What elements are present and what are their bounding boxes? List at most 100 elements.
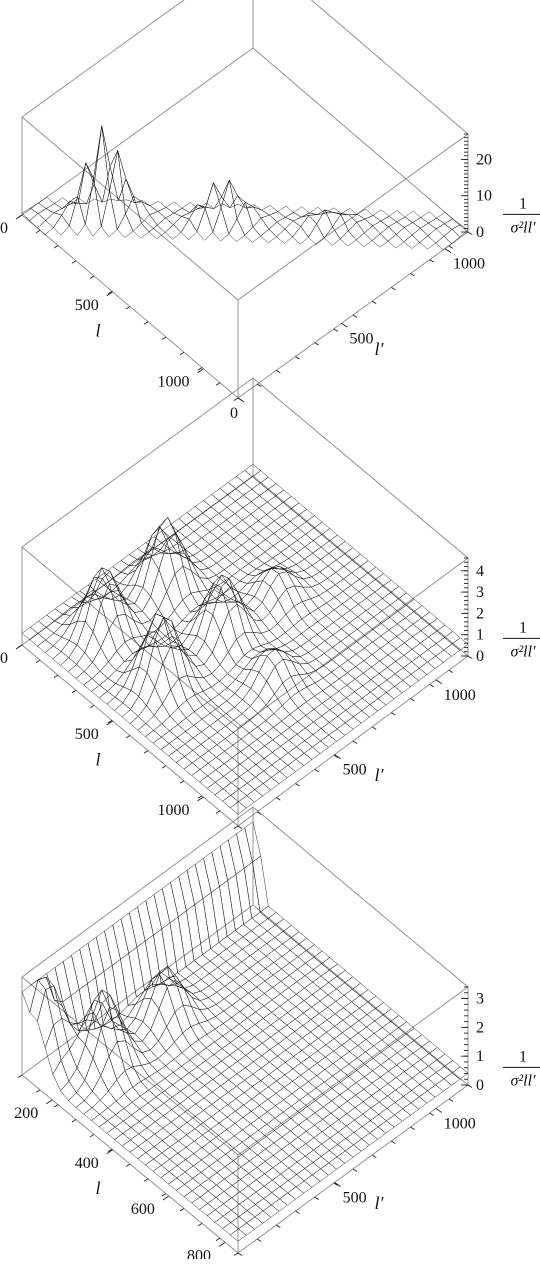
surface-patch	[201, 531, 219, 545]
surface-patch	[341, 1038, 359, 1052]
l-axis-label: l	[95, 321, 100, 341]
surface-patch	[194, 857, 212, 899]
surface-patch	[62, 995, 80, 1032]
surface-patch	[210, 1122, 228, 1136]
surface-patch	[231, 1011, 248, 1025]
surface-patch	[257, 1148, 274, 1162]
surface-patch	[163, 1109, 180, 1123]
surface-patch	[149, 1040, 167, 1059]
surface-patch	[405, 1040, 422, 1054]
surface-patch	[91, 684, 108, 699]
surface-patch	[178, 1122, 196, 1136]
surface-patch	[435, 637, 453, 651]
surface-patch	[112, 918, 129, 960]
surface-3	[21, 821, 469, 1242]
surface-patch	[182, 1026, 199, 1047]
surface-patch	[220, 1067, 238, 1081]
surface-patch	[266, 924, 284, 938]
surface-patch	[162, 1121, 180, 1135]
surface-patch	[273, 1136, 291, 1150]
surface-patch	[231, 763, 249, 777]
surface-patch	[222, 1222, 239, 1236]
surface-patch	[296, 546, 314, 560]
surface-patch	[305, 709, 323, 723]
surface-patch	[230, 1023, 248, 1037]
surface-patch	[224, 979, 242, 994]
surface-patch	[371, 660, 388, 674]
lp-minor-tick	[314, 768, 319, 773]
surface-patch	[271, 1005, 288, 1019]
surface-patch	[213, 179, 230, 209]
surface-patch	[213, 1048, 231, 1062]
surface-patch	[106, 1126, 124, 1140]
surface-patch	[250, 936, 268, 950]
surface-patch	[119, 569, 137, 586]
surface-patch	[303, 746, 321, 760]
surface-patch	[29, 979, 46, 1022]
surface-patch	[85, 576, 103, 597]
surface-patch	[250, 495, 268, 509]
surface-patch	[312, 534, 330, 548]
surface-patch	[225, 706, 243, 721]
surface-patch	[402, 673, 420, 688]
surface-patch	[265, 533, 282, 547]
surface-patch	[261, 205, 279, 216]
l-axis-label: l	[95, 1178, 100, 1198]
surface-patch	[299, 1081, 317, 1095]
surface-patch	[230, 591, 248, 603]
surface-patch	[261, 612, 278, 631]
surface-patch	[201, 712, 219, 727]
surface-patch	[280, 1155, 298, 1169]
surface-patch	[157, 207, 175, 219]
surface-patch	[98, 1120, 116, 1134]
surface-patch	[67, 1092, 85, 1108]
surface-patch	[243, 476, 261, 490]
surface-patch	[272, 539, 290, 553]
surface-patch	[204, 1079, 221, 1093]
surface-patch	[410, 1096, 428, 1110]
surface-patch	[387, 648, 405, 662]
surface-patch	[333, 1044, 350, 1058]
surface-patch	[295, 570, 313, 580]
lp-minor-tick	[295, 356, 300, 360]
surface-patch	[217, 519, 235, 533]
surface-patch	[200, 1166, 218, 1179]
surface-patch	[237, 195, 255, 209]
surface-patch	[280, 727, 298, 741]
surface-patch	[200, 737, 218, 752]
surface-patch	[281, 962, 298, 976]
surface-patch	[99, 661, 117, 679]
surface-patch	[345, 703, 363, 718]
surface-patch	[200, 544, 218, 557]
surface-patch	[397, 605, 415, 619]
surface-patch	[322, 684, 340, 698]
surface-patch	[297, 962, 314, 976]
surface-patch	[297, 701, 315, 716]
l-minor-tick	[17, 644, 23, 648]
surface-patch	[206, 782, 224, 796]
surface-patch	[344, 1144, 362, 1158]
surface-patch	[355, 1088, 372, 1102]
surface-patch	[259, 905, 277, 919]
surface-patch	[374, 1014, 392, 1028]
lp-minor-tick	[256, 811, 262, 815]
surface-patch	[380, 629, 398, 643]
surface-patch	[172, 216, 190, 233]
surface-patch	[317, 1044, 334, 1058]
surface-patch	[139, 613, 156, 649]
surface-patch	[312, 546, 330, 560]
z-axis-label-numerator: 1	[519, 1048, 527, 1065]
l-minor-tick	[53, 674, 59, 679]
z-tick-label: 20	[476, 151, 492, 168]
surface-patch	[183, 1190, 201, 1204]
surface-patch	[118, 1016, 136, 1030]
surface-patch	[324, 634, 342, 648]
surface-patch	[265, 949, 283, 963]
surface-patch	[273, 527, 291, 541]
surface-patch	[311, 988, 329, 1002]
surface-patch	[250, 507, 268, 521]
lp-minor-tick	[295, 1210, 300, 1214]
surface-patch	[242, 930, 260, 944]
surface-patch	[218, 1116, 236, 1130]
surface-patch	[270, 1030, 287, 1044]
